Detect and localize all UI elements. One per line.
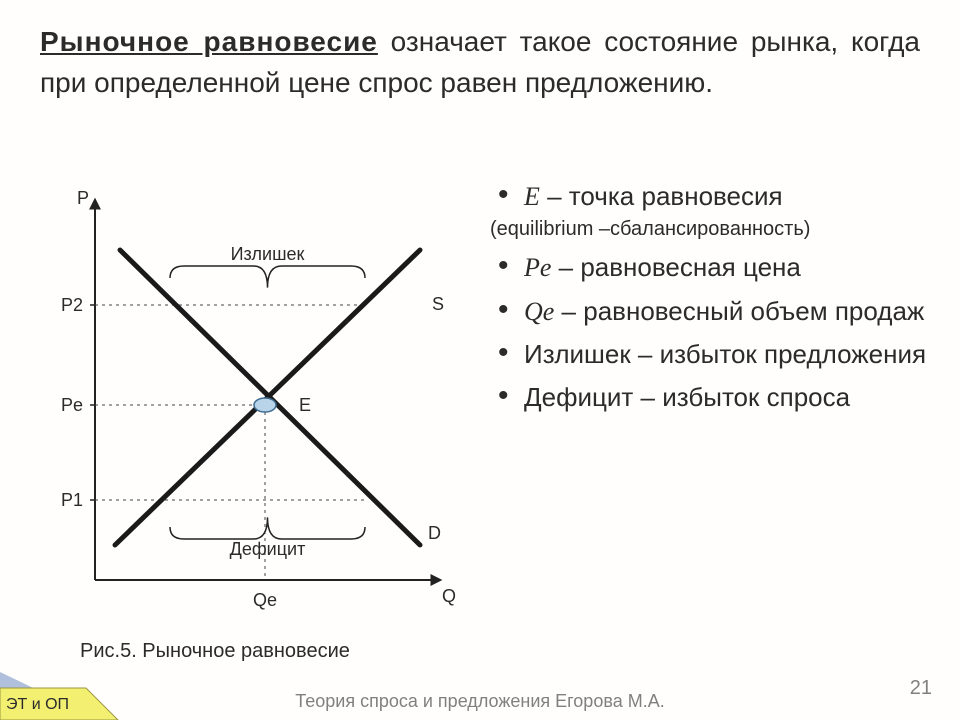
legend-list: E – точка равновесия(equilibrium –сбалан… xyxy=(490,178,930,421)
heading-term: Рыночное равновесие xyxy=(40,26,378,57)
svg-text:S: S xyxy=(432,294,444,314)
bullet-symbol: Qe xyxy=(524,297,554,326)
page-number: 21 xyxy=(910,677,932,700)
bullet-symbol: Pe xyxy=(524,253,551,282)
svg-text:E: E xyxy=(299,395,311,415)
heading: Рыночное равновесие означает такое состо… xyxy=(40,22,920,103)
chart-caption: Рис.5. Рыночное равновесие xyxy=(80,640,350,663)
bullet-text: – равновесная цена xyxy=(551,252,800,282)
equilibrium-chart: P Q P2 Pe P1 Qe S D Излишек Дефицит E xyxy=(20,180,470,620)
footer-author: Теория спроса и предложения Егорова М.А. xyxy=(0,691,960,712)
bullet-item: E – точка равновесия xyxy=(490,178,930,215)
bullet-item: Дефицит – избыток спроса xyxy=(490,379,930,415)
bullet-item: Pe – равновесная цена xyxy=(490,249,930,286)
corner-decoration: ЭТ и ОП xyxy=(0,660,120,720)
svg-text:P2: P2 xyxy=(61,295,83,315)
bullet-symbol: E xyxy=(524,182,540,211)
svg-text:Излишек: Излишек xyxy=(231,244,305,264)
bullet-item: Qe – равновесный объем продаж xyxy=(490,293,930,330)
svg-text:Qe: Qe xyxy=(253,590,277,610)
svg-text:D: D xyxy=(428,523,441,543)
svg-text:Q: Q xyxy=(442,586,456,606)
svg-text:Дефицит: Дефицит xyxy=(230,539,306,559)
svg-text:P1: P1 xyxy=(61,490,83,510)
bullet-item: Излишек – избыток предложения xyxy=(490,336,930,372)
corner-label: ЭТ и ОП xyxy=(6,696,69,714)
bullet-text: – равновесный объем продаж xyxy=(554,296,924,326)
chart-svg: P Q P2 Pe P1 Qe S D Излишек Дефицит E xyxy=(20,180,470,620)
slide: { "heading": { "term": "Рыночное равнове… xyxy=(0,0,960,720)
svg-text:Pe: Pe xyxy=(61,395,83,415)
bullet-subtext: (equilibrium –сбалансированность) xyxy=(490,215,930,243)
svg-text:P: P xyxy=(77,188,89,208)
bullet-text: – точка равновесия xyxy=(540,181,783,211)
